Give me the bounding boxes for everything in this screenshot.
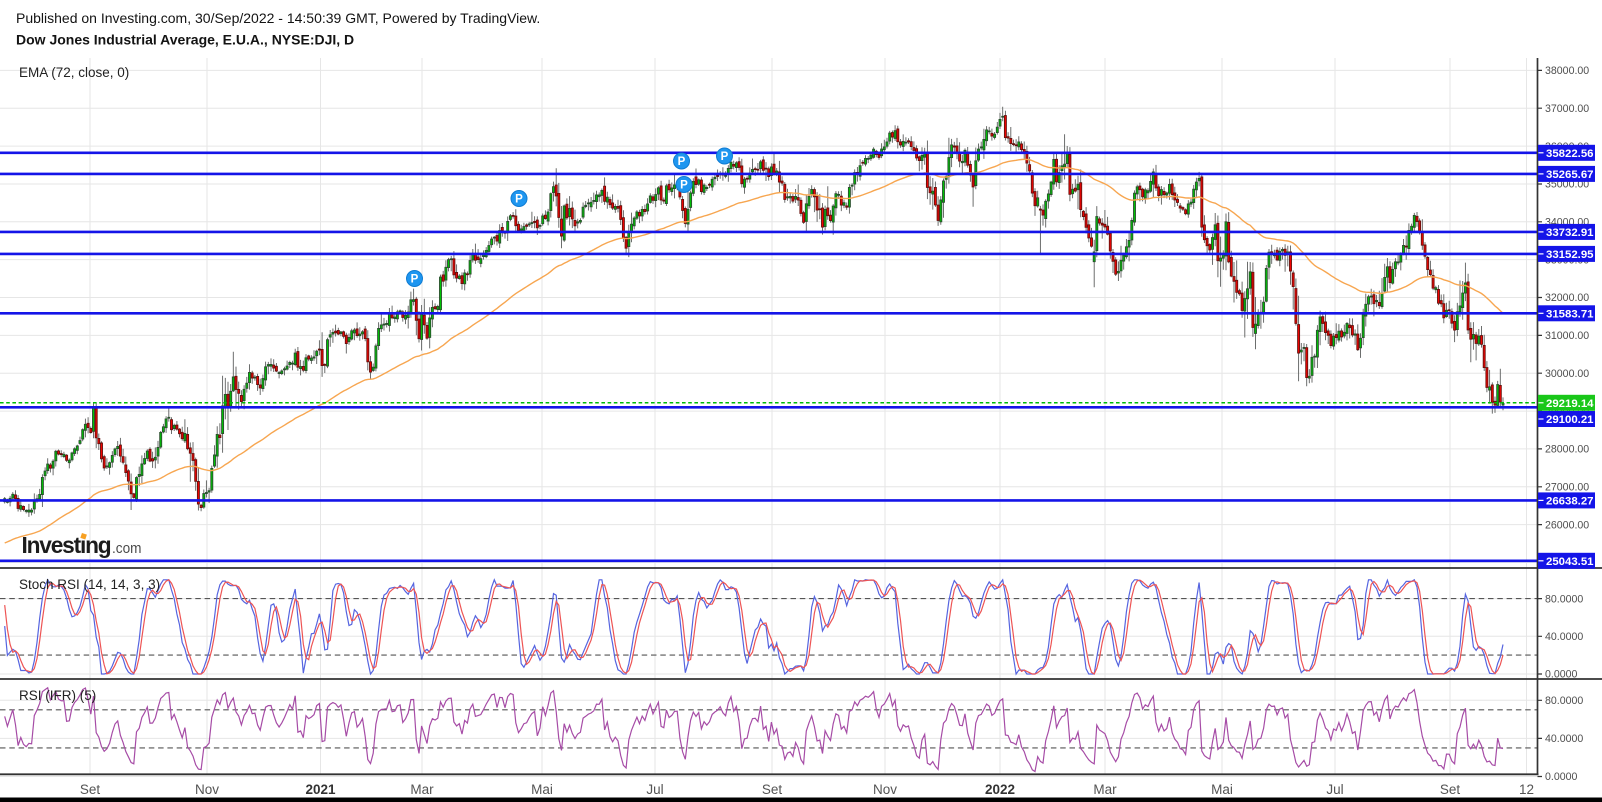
svg-text:33732.91: 33732.91 (1546, 227, 1594, 239)
svg-text:80.0000: 80.0000 (1545, 593, 1583, 605)
svg-text:29219.14: 29219.14 (1546, 398, 1594, 410)
svg-text:EMA (72, close, 0): EMA (72, close, 0) (19, 65, 129, 80)
svg-text:12: 12 (1519, 782, 1534, 797)
svg-text:2021: 2021 (305, 782, 336, 797)
svg-text:Mai: Mai (1211, 782, 1233, 797)
svg-text:28000.00: 28000.00 (1545, 444, 1589, 456)
svg-text:25043.51: 25043.51 (1546, 556, 1594, 568)
svg-text:2022: 2022 (985, 782, 1015, 797)
svg-text:Investıng: Investıng (22, 532, 111, 558)
svg-text:35265.67: 35265.67 (1546, 169, 1594, 181)
svg-text:P: P (515, 194, 523, 206)
svg-text:Nov: Nov (195, 782, 219, 797)
svg-text:80.0000: 80.0000 (1545, 695, 1583, 707)
svg-text:30000.00: 30000.00 (1545, 368, 1589, 380)
svg-text:29100.21: 29100.21 (1546, 414, 1594, 426)
svg-text:31583.71: 31583.71 (1546, 308, 1594, 320)
svg-text:P: P (680, 180, 688, 192)
svg-text:Set: Set (1440, 782, 1461, 797)
svg-text:Mai: Mai (531, 782, 553, 797)
svg-text:0.0000: 0.0000 (1545, 669, 1578, 681)
svg-text:35822.56: 35822.56 (1546, 148, 1594, 160)
svg-text:RSI (IFR) (5): RSI (IFR) (5) (19, 688, 96, 703)
svg-text:38000.00: 38000.00 (1545, 65, 1589, 77)
svg-text:Nov: Nov (873, 782, 897, 797)
svg-text:Dow Jones Industrial Average,: Dow Jones Industrial Average, E.U.A., NY… (16, 32, 354, 48)
svg-text:0.0000: 0.0000 (1545, 771, 1578, 783)
svg-text:.com: .com (112, 540, 142, 557)
svg-text:32000.00: 32000.00 (1545, 292, 1589, 304)
svg-text:26000.00: 26000.00 (1545, 519, 1589, 531)
svg-text:Set: Set (80, 782, 101, 797)
svg-text:Published on Investing.com, 30: Published on Investing.com, 30/Sep/2022 … (16, 10, 540, 26)
svg-text:Jul: Jul (1326, 782, 1343, 797)
svg-text:31000.00: 31000.00 (1545, 330, 1589, 342)
svg-text:37000.00: 37000.00 (1545, 103, 1589, 115)
svg-text:P: P (721, 151, 729, 163)
svg-text:26638.27: 26638.27 (1546, 496, 1594, 508)
svg-text:40.0000: 40.0000 (1545, 631, 1583, 643)
svg-text:27000.00: 27000.00 (1545, 481, 1589, 493)
svg-text:Mar: Mar (410, 782, 434, 797)
svg-text:40.0000: 40.0000 (1545, 733, 1583, 745)
svg-text:Mar: Mar (1093, 782, 1117, 797)
svg-text:P: P (678, 156, 686, 168)
svg-text:33152.95: 33152.95 (1546, 249, 1594, 261)
svg-text:Set: Set (762, 782, 783, 797)
svg-text:Stoch RSI (14, 14, 3, 3): Stoch RSI (14, 14, 3, 3) (19, 577, 160, 592)
svg-text:P: P (411, 274, 419, 286)
svg-text:Jul: Jul (646, 782, 663, 797)
